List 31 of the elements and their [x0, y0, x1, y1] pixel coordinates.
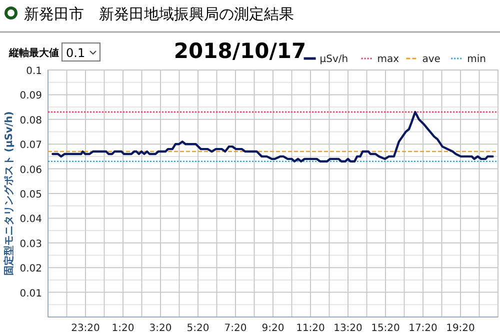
y-tick-label: 0.01 [20, 288, 42, 300]
y-tick-label: 0.08 [20, 115, 42, 126]
legend-label: max [377, 54, 400, 65]
text: 縦軸最大値 [8, 47, 59, 59]
y-axis-title: 固定型モニタリングポスト (μSv/h) [3, 111, 15, 276]
x-tick-label: 5:20 [186, 323, 210, 334]
y-tick-label: 0.03 [20, 238, 42, 250]
x-tick-label: 19:20 [446, 323, 475, 334]
chart-subtitle: 新発田市 新発田地域振興局の測定結果 [24, 5, 294, 23]
y-tick-label: 0.02 [20, 264, 42, 275]
y-tick-label: 0.05 [20, 190, 42, 200]
x-tick-label: 3:20 [149, 323, 172, 334]
x-tick-label: 13:20 [334, 323, 362, 334]
legend-label: ave [422, 54, 440, 65]
y-tick-label: 0.06 [20, 164, 42, 176]
x-tick-label: 17:20 [408, 323, 438, 334]
chart-title: 2018/10/17 [174, 39, 306, 63]
y-tick-label: 0.09 [20, 90, 42, 102]
y-tick-label: 0.04 [20, 214, 42, 226]
control-dropdown: 0.1 [62, 42, 100, 62]
x-tick-label: 7:20 [224, 323, 247, 334]
legend-label: min [467, 54, 486, 65]
line-series [52, 110, 494, 162]
x-tick-label: 1:20 [112, 323, 134, 334]
legend-label: μSv/h [320, 54, 348, 65]
y-tick-label: 0.07 [20, 140, 42, 152]
y-tick-label: 0.1 [26, 66, 42, 77]
x-tick-label: 23:20 [71, 323, 100, 334]
x-tick-label: 9:20 [262, 323, 284, 334]
x-tick-label: 15:20 [371, 323, 400, 334]
x-tick-label: 11:20 [296, 323, 325, 334]
